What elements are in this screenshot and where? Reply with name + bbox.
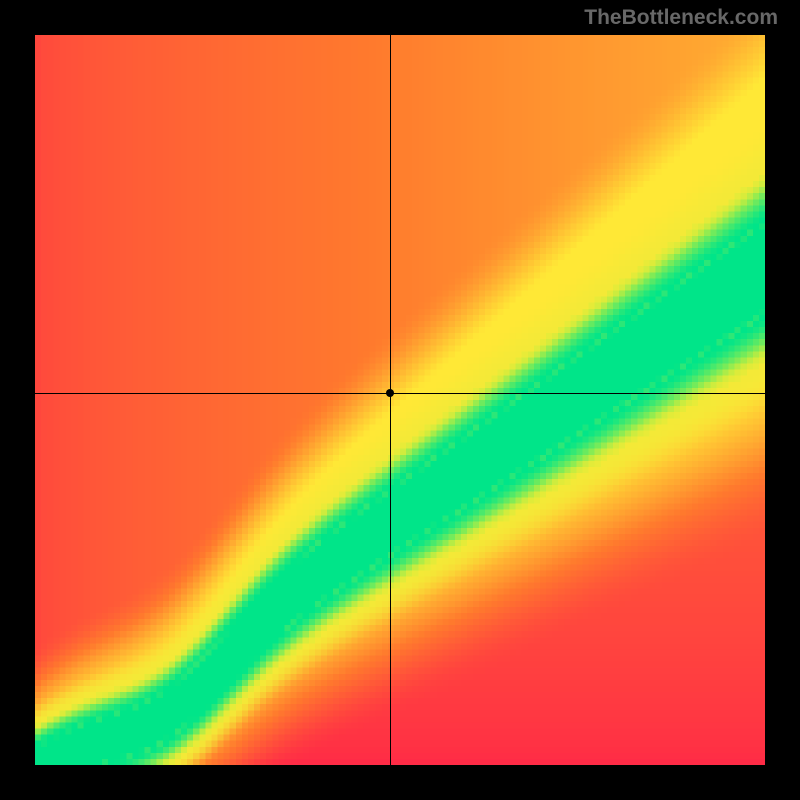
crosshair-vertical xyxy=(390,35,391,765)
heatmap-canvas xyxy=(35,35,765,765)
watermark-text: TheBottleneck.com xyxy=(584,6,778,30)
plot-area xyxy=(35,35,765,765)
crosshair-horizontal xyxy=(35,393,765,394)
crosshair-marker xyxy=(386,389,394,397)
